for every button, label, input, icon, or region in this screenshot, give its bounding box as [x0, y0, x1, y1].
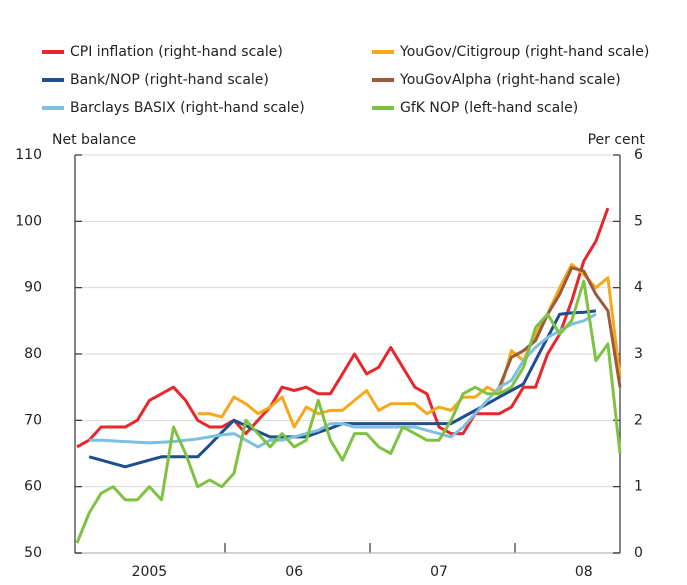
- legend-label: Barclays BASIX (right-hand scale): [70, 100, 305, 116]
- x-tick-label: 07: [430, 564, 448, 580]
- y2-tick-label: 0: [634, 545, 643, 561]
- y2-tick-label: 5: [634, 213, 643, 229]
- series-line: [75, 279, 622, 544]
- y-tick-label: 50: [24, 545, 42, 561]
- series-line: [197, 262, 622, 429]
- y2-tick-label: 4: [634, 280, 643, 296]
- series-line: [89, 312, 597, 449]
- legend-label: Bank/NOP (right-hand scale): [70, 72, 269, 88]
- x-tick-label: 06: [285, 564, 303, 580]
- y2-axis-label: Per cent: [588, 132, 646, 148]
- y2-tick-label: 1: [634, 479, 643, 495]
- x-tick-label: 2005: [132, 564, 168, 580]
- series-line: [497, 266, 622, 388]
- y-tick-label: 110: [15, 147, 42, 163]
- y-tick-label: 60: [24, 479, 42, 495]
- y-tick-label: 70: [24, 412, 42, 428]
- legend-label: YouGovAlpha (right-hand scale): [399, 72, 621, 88]
- legend-label: GfK NOP (left-hand scale): [400, 100, 578, 116]
- y2-tick-label: 3: [634, 346, 643, 362]
- legend-label: CPI inflation (right-hand scale): [70, 44, 283, 60]
- x-tick-label: 08: [575, 564, 593, 580]
- y2-tick-label: 6: [634, 147, 643, 163]
- y-axis-label: Net balance: [52, 132, 136, 148]
- legend-label: YouGov/Citigroup (right-hand scale): [399, 44, 649, 60]
- y2-tick-label: 2: [634, 412, 643, 428]
- y-tick-label: 90: [24, 280, 42, 296]
- y-tick-label: 80: [24, 346, 42, 362]
- y-tick-label: 100: [15, 213, 42, 229]
- series-line: [76, 207, 610, 449]
